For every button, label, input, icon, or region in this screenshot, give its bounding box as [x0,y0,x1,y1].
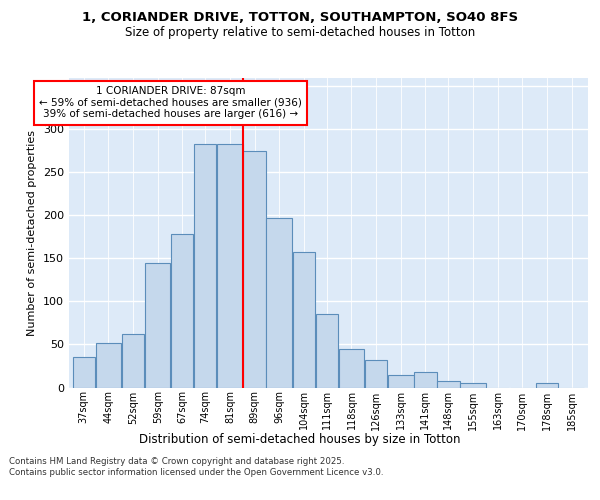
Bar [122,334,144,388]
Y-axis label: Number of semi-detached properties: Number of semi-detached properties [28,130,37,336]
Bar [293,252,315,388]
Bar [194,144,217,388]
Bar [171,234,193,388]
Bar [145,262,170,388]
Bar [73,358,95,388]
Text: 1, CORIANDER DRIVE, TOTTON, SOUTHAMPTON, SO40 8FS: 1, CORIANDER DRIVE, TOTTON, SOUTHAMPTON,… [82,11,518,24]
Bar [414,372,437,388]
Bar [536,383,558,388]
Bar [95,342,121,388]
Bar [365,360,387,388]
Bar [244,150,266,388]
Text: 1 CORIANDER DRIVE: 87sqm
← 59% of semi-detached houses are smaller (936)
39% of : 1 CORIANDER DRIVE: 87sqm ← 59% of semi-d… [40,86,302,120]
Bar [316,314,338,388]
Text: Size of property relative to semi-detached houses in Totton: Size of property relative to semi-detach… [125,26,475,39]
Bar [266,218,292,388]
Text: Distribution of semi-detached houses by size in Totton: Distribution of semi-detached houses by … [139,432,461,446]
Bar [217,144,243,388]
Bar [388,374,413,388]
Bar [437,382,460,388]
Bar [460,383,486,388]
Bar [339,349,364,388]
Text: Contains HM Land Registry data © Crown copyright and database right 2025.
Contai: Contains HM Land Registry data © Crown c… [9,458,383,477]
